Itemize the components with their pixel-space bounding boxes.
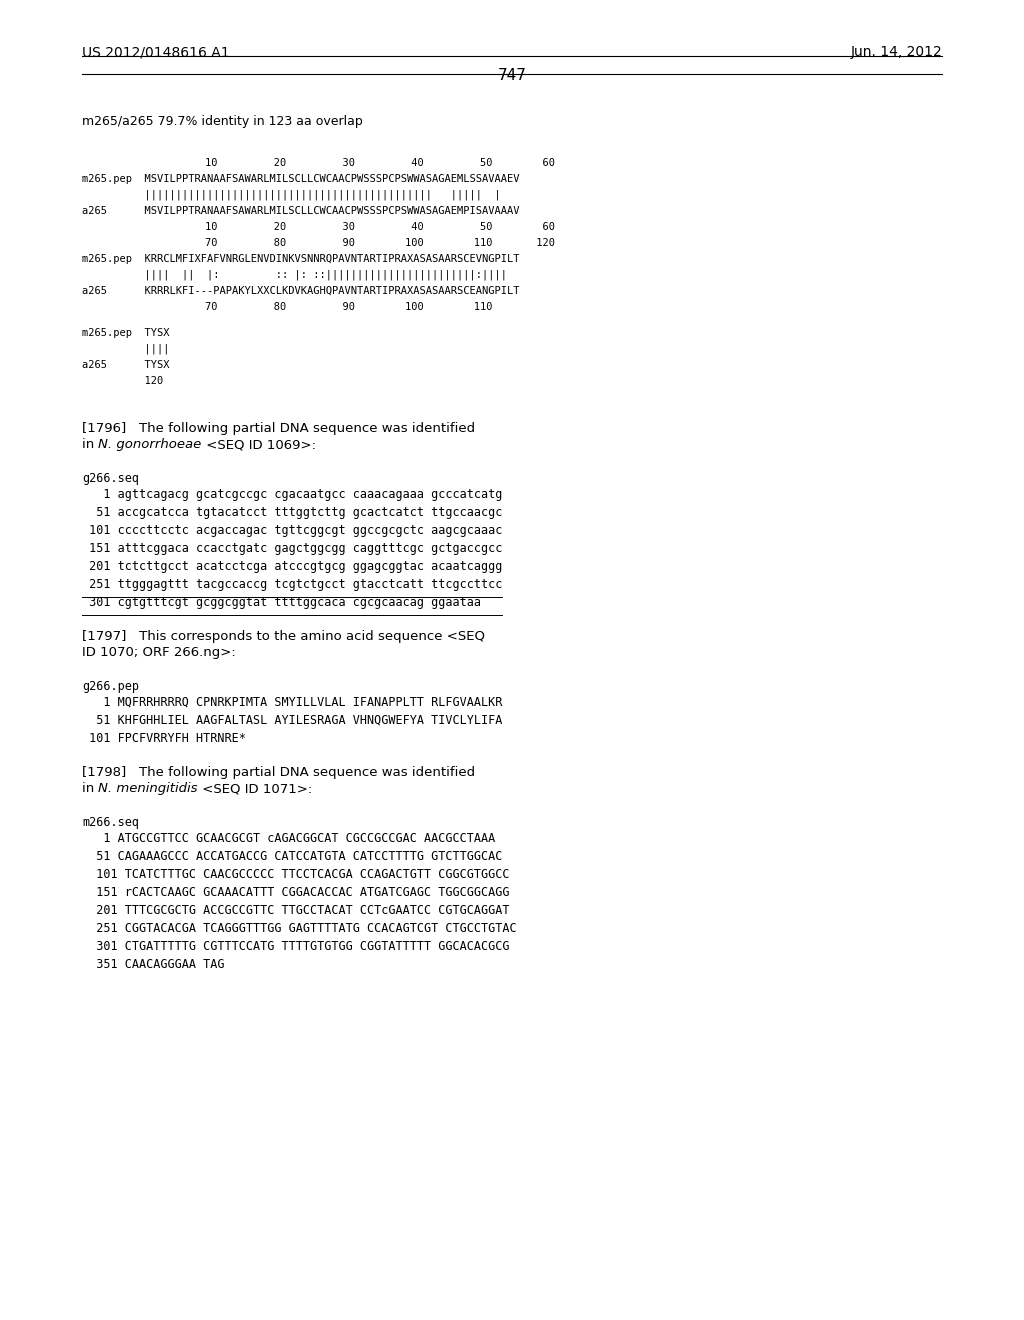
Text: 251 CGGTACACGA TCAGGGTTTGG GAGTTTTATG CCACAGTCGT CTGCCTGTAC: 251 CGGTACACGA TCAGGGTTTGG GAGTTTTATG CC… (82, 921, 517, 935)
Text: m265.pep  MSVILPPTRANAAFSAWARLMILSCLLCWCAACPWSSSPCPSWWASAGAEMLSSAVAAEV: m265.pep MSVILPPTRANAAFSAWARLMILSCLLCWCA… (82, 174, 519, 183)
Text: 151 rCACTCAAGC GCAAACATTT CGGACACCAC ATGATCGAGC TGGCGGCAGG: 151 rCACTCAAGC GCAAACATTT CGGACACCAC ATG… (82, 886, 510, 899)
Text: m265.pep  KRRCLMFIXFAFVNRGLENVDINKVSNNRQPAVNTARTIPRAXASASAARSCEVNGPILT: m265.pep KRRCLMFIXFAFVNRGLENVDINKVSNNRQP… (82, 253, 519, 264)
Text: 201 TTTCGCGCTG ACCGCCGTTC TTGCCTACAT CCTcGAATCC CGTGCAGGAT: 201 TTTCGCGCTG ACCGCCGTTC TTGCCTACAT CCT… (82, 904, 510, 917)
Text: 51 accgcatcca tgtacatcct tttggtcttg gcactcatct ttgccaacgc: 51 accgcatcca tgtacatcct tttggtcttg gcac… (82, 506, 503, 519)
Text: 101 ccccttcctc acgaccagac tgttcggcgt ggccgcgctc aagcgcaaac: 101 ccccttcctc acgaccagac tgttcggcgt ggc… (82, 524, 503, 537)
Text: <SEQ ID 1069>:: <SEQ ID 1069>: (202, 438, 315, 451)
Text: 301 CTGATTTTTG CGTTTCCATG TTTTGTGTGG CGGTATTTTT GGCACACGCG: 301 CTGATTTTTG CGTTTCCATG TTTTGTGTGG CGG… (82, 940, 510, 953)
Text: g266.pep: g266.pep (82, 680, 139, 693)
Text: [1798]   The following partial DNA sequence was identified: [1798] The following partial DNA sequenc… (82, 766, 475, 779)
Text: 201 tctcttgcct acatcctcga atcccgtgcg ggagcggtac acaatcaggg: 201 tctcttgcct acatcctcga atcccgtgcg gga… (82, 560, 503, 573)
Text: 747: 747 (498, 69, 526, 83)
Text: m266.seq: m266.seq (82, 816, 139, 829)
Text: 1 ATGCCGTTCC GCAACGCGT cAGACGGCAT CGCCGCCGAC AACGCCTAAA: 1 ATGCCGTTCC GCAACGCGT cAGACGGCAT CGCCGC… (82, 832, 496, 845)
Text: ||||||||||||||||||||||||||||||||||||||||||||||   |||||  |: ||||||||||||||||||||||||||||||||||||||||… (82, 190, 501, 201)
Text: 1 MQFRRHRRRQ CPNRKPIMTA SMYILLVLAL IFANAPPLTT RLFGVAALKR: 1 MQFRRHRRRQ CPNRKPIMTA SMYILLVLAL IFANA… (82, 696, 503, 709)
Text: 101 FPCFVRRYFH HTRNRE*: 101 FPCFVRRYFH HTRNRE* (82, 733, 246, 744)
Text: a265      KRRRLKFI---PAPAKYLXXCLKDVKAGHQPAVNTARTIPRAXASASAARSCEANGPILT: a265 KRRRLKFI---PAPAKYLXXCLKDVKAGHQPAVNT… (82, 286, 519, 296)
Text: m265/a265 79.7% identity in 123 aa overlap: m265/a265 79.7% identity in 123 aa overl… (82, 115, 362, 128)
Text: 70         80         90        100        110: 70 80 90 100 110 (155, 302, 493, 312)
Text: N. gonorrhoeae: N. gonorrhoeae (98, 438, 202, 451)
Text: <SEQ ID 1071>:: <SEQ ID 1071>: (198, 781, 312, 795)
Text: 251 ttgggagttt tacgccaccg tcgtctgcct gtacctcatt ttcgccttcc: 251 ttgggagttt tacgccaccg tcgtctgcct gta… (82, 578, 503, 591)
Text: 351 CAACAGGGAA TAG: 351 CAACAGGGAA TAG (82, 958, 224, 972)
Text: [1797]   This corresponds to the amino acid sequence <SEQ: [1797] This corresponds to the amino aci… (82, 630, 485, 643)
Text: ||||  ||  |:         :: |: ::||||||||||||||||||||||||:||||: |||| || |: :: |: ::|||||||||||||||||||||… (82, 271, 507, 281)
Text: a265      MSVILPPTRANAAFSAWARLMILSCLLCWCAACPWSSSPCPSWWASAGAEMPISAVAAAV: a265 MSVILPPTRANAAFSAWARLMILSCLLCWCAACPW… (82, 206, 519, 216)
Text: 51 CAGAAAGCCC ACCATGACCG CATCCATGTA CATCCTTTTG GTCTTGGCAC: 51 CAGAAAGCCC ACCATGACCG CATCCATGTA CATC… (82, 850, 503, 863)
Text: 10         20         30         40         50        60: 10 20 30 40 50 60 (155, 222, 555, 232)
Text: Jun. 14, 2012: Jun. 14, 2012 (850, 45, 942, 59)
Text: 120: 120 (82, 376, 163, 385)
Text: N. meningitidis: N. meningitidis (98, 781, 198, 795)
Text: 1 agttcagacg gcatcgccgc cgacaatgcc caaacagaaa gcccatcatg: 1 agttcagacg gcatcgccgc cgacaatgcc caaac… (82, 488, 503, 502)
Text: 101 TCATCTTTGC CAACGCCCCC TTCCTCACGA CCAGACTGTT CGGCGTGGCC: 101 TCATCTTTGC CAACGCCCCC TTCCTCACGA CCA… (82, 869, 510, 880)
Text: 51 KHFGHHLIEL AAGFALTASL AYILESRAGA VHNQGWEFYA TIVCLYLIFA: 51 KHFGHHLIEL AAGFALTASL AYILESRAGA VHNQ… (82, 714, 503, 727)
Text: ID 1070; ORF 266.ng>:: ID 1070; ORF 266.ng>: (82, 645, 236, 659)
Text: a265      TYSX: a265 TYSX (82, 360, 170, 370)
Text: in: in (82, 438, 98, 451)
Text: ||||: |||| (82, 345, 170, 355)
Text: [1796]   The following partial DNA sequence was identified: [1796] The following partial DNA sequenc… (82, 422, 475, 436)
Text: US 2012/0148616 A1: US 2012/0148616 A1 (82, 45, 229, 59)
Text: 70         80         90        100        110       120: 70 80 90 100 110 120 (155, 238, 555, 248)
Text: 301 cgtgtttcgt gcggcggtat ttttggcaca cgcgcaacag ggaataa: 301 cgtgtttcgt gcggcggtat ttttggcaca cgc… (82, 597, 481, 609)
Text: in: in (82, 781, 98, 795)
Text: 151 atttcggaca ccacctgatc gagctggcgg caggtttcgc gctgaccgcc: 151 atttcggaca ccacctgatc gagctggcgg cag… (82, 543, 503, 554)
Text: m265.pep  TYSX: m265.pep TYSX (82, 327, 170, 338)
Text: 10         20         30         40         50        60: 10 20 30 40 50 60 (155, 158, 555, 168)
Text: g266.seq: g266.seq (82, 473, 139, 484)
